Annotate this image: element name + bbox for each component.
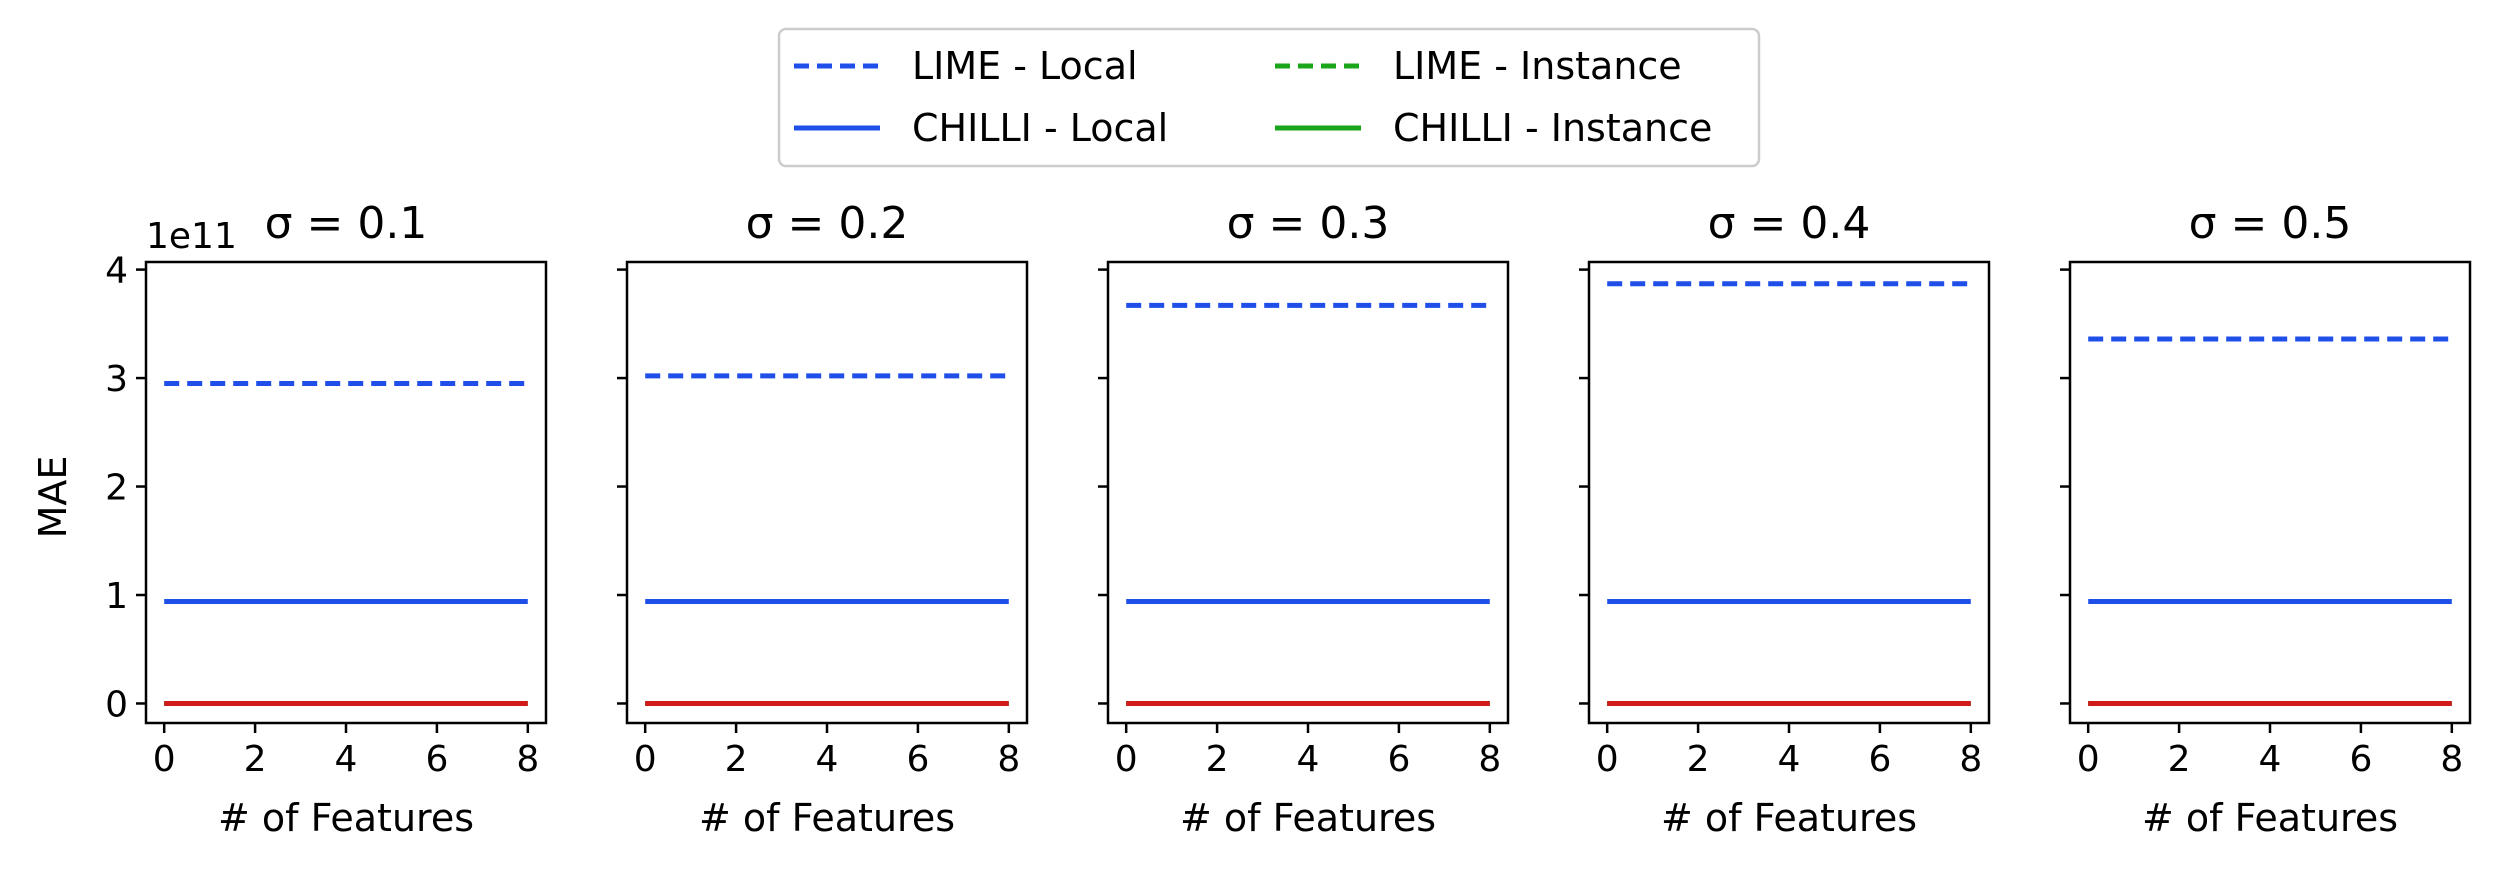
- panel-title: σ = 0.1: [265, 198, 428, 249]
- legend-label-lime-local: LIME - Local: [912, 44, 1138, 88]
- legend-entry-chilli-instance: CHILLI - Instance: [1275, 106, 1712, 150]
- x-axis-label: # of Features: [2142, 796, 2398, 840]
- panel-4: 0 2 4 6 8 # of Features σ = 0.4: [1579, 198, 1991, 840]
- panels: 0 1 2 3 4 0 2 4 6 8 # of Features σ = 0.1 0 2 4 6 8 # of …: [105, 198, 2472, 840]
- x-tick-label: 0: [153, 739, 176, 780]
- x-tick-label: 4: [1778, 739, 1801, 780]
- x-tick-label: 0: [2077, 739, 2100, 780]
- x-tick-label: 2: [1206, 739, 1229, 780]
- x-tick-label: 4: [335, 739, 358, 780]
- y-tick-label: 3: [105, 359, 128, 400]
- panel-3: 0 2 4 6 8 # of Features σ = 0.3: [1098, 198, 1510, 840]
- legend: LIME - Local LIME - Instance CHILLI - Lo…: [777, 27, 1761, 168]
- x-axis-label: # of Features: [1180, 796, 1436, 840]
- legend-label-lime-instance: LIME - Instance: [1393, 44, 1682, 88]
- legend-entry-chilli-local: CHILLI - Local: [794, 106, 1168, 150]
- x-tick-label: 2: [725, 739, 748, 780]
- panel-5: 0 2 4 6 8 # of Features σ = 0.5: [2060, 198, 2472, 840]
- y-tick-label: 0: [105, 684, 128, 725]
- x-tick-label: 2: [244, 739, 267, 780]
- y-axis-offset-label: 1e11: [146, 216, 237, 257]
- legend-frame: [777, 27, 1761, 168]
- legend-entry-lime-instance: LIME - Instance: [1275, 44, 1682, 88]
- x-tick-label: 4: [2259, 739, 2282, 780]
- panel-title: σ = 0.4: [1708, 198, 1871, 249]
- x-tick-label: 8: [997, 739, 1020, 780]
- x-tick-label: 0: [1115, 739, 1138, 780]
- x-tick-label: 2: [1687, 739, 1710, 780]
- y-tick-label: 1: [105, 576, 128, 617]
- x-axis-label: # of Features: [1661, 796, 1917, 840]
- y-tick-label: 2: [105, 468, 128, 509]
- x-tick-label: 8: [1959, 739, 1982, 780]
- legend-entry-lime-local: LIME - Local: [794, 44, 1138, 88]
- x-axis-label: # of Features: [218, 796, 474, 840]
- legend-label-chilli-local: CHILLI - Local: [912, 106, 1168, 150]
- y-tick-label: 4: [105, 251, 128, 292]
- x-tick-label: 0: [1596, 739, 1619, 780]
- panel-2: 0 2 4 6 8 # of Features σ = 0.2: [617, 198, 1029, 840]
- panel-title: σ = 0.3: [1227, 198, 1390, 249]
- x-tick-label: 6: [1868, 739, 1891, 780]
- x-tick-label: 4: [1297, 739, 1320, 780]
- x-tick-label: 6: [1387, 739, 1410, 780]
- legend-label-chilli-instance: CHILLI - Instance: [1393, 106, 1712, 150]
- x-tick-label: 0: [634, 739, 657, 780]
- panel-title: σ = 0.2: [746, 198, 909, 249]
- panel-title: σ = 0.5: [2189, 198, 2352, 249]
- x-axis-label: # of Features: [699, 796, 955, 840]
- x-tick-label: 8: [1478, 739, 1501, 780]
- x-tick-label: 2: [2168, 739, 2191, 780]
- x-tick-label: 6: [906, 739, 929, 780]
- x-tick-label: 4: [816, 739, 839, 780]
- panel-1: 0 1 2 3 4 0 2 4 6 8 # of Features σ = 0.1: [105, 198, 548, 840]
- x-tick-label: 8: [516, 739, 539, 780]
- x-tick-label: 6: [425, 739, 448, 780]
- y-axis-label: MAE: [31, 456, 75, 539]
- x-tick-label: 6: [2349, 739, 2372, 780]
- x-tick-label: 8: [2440, 739, 2463, 780]
